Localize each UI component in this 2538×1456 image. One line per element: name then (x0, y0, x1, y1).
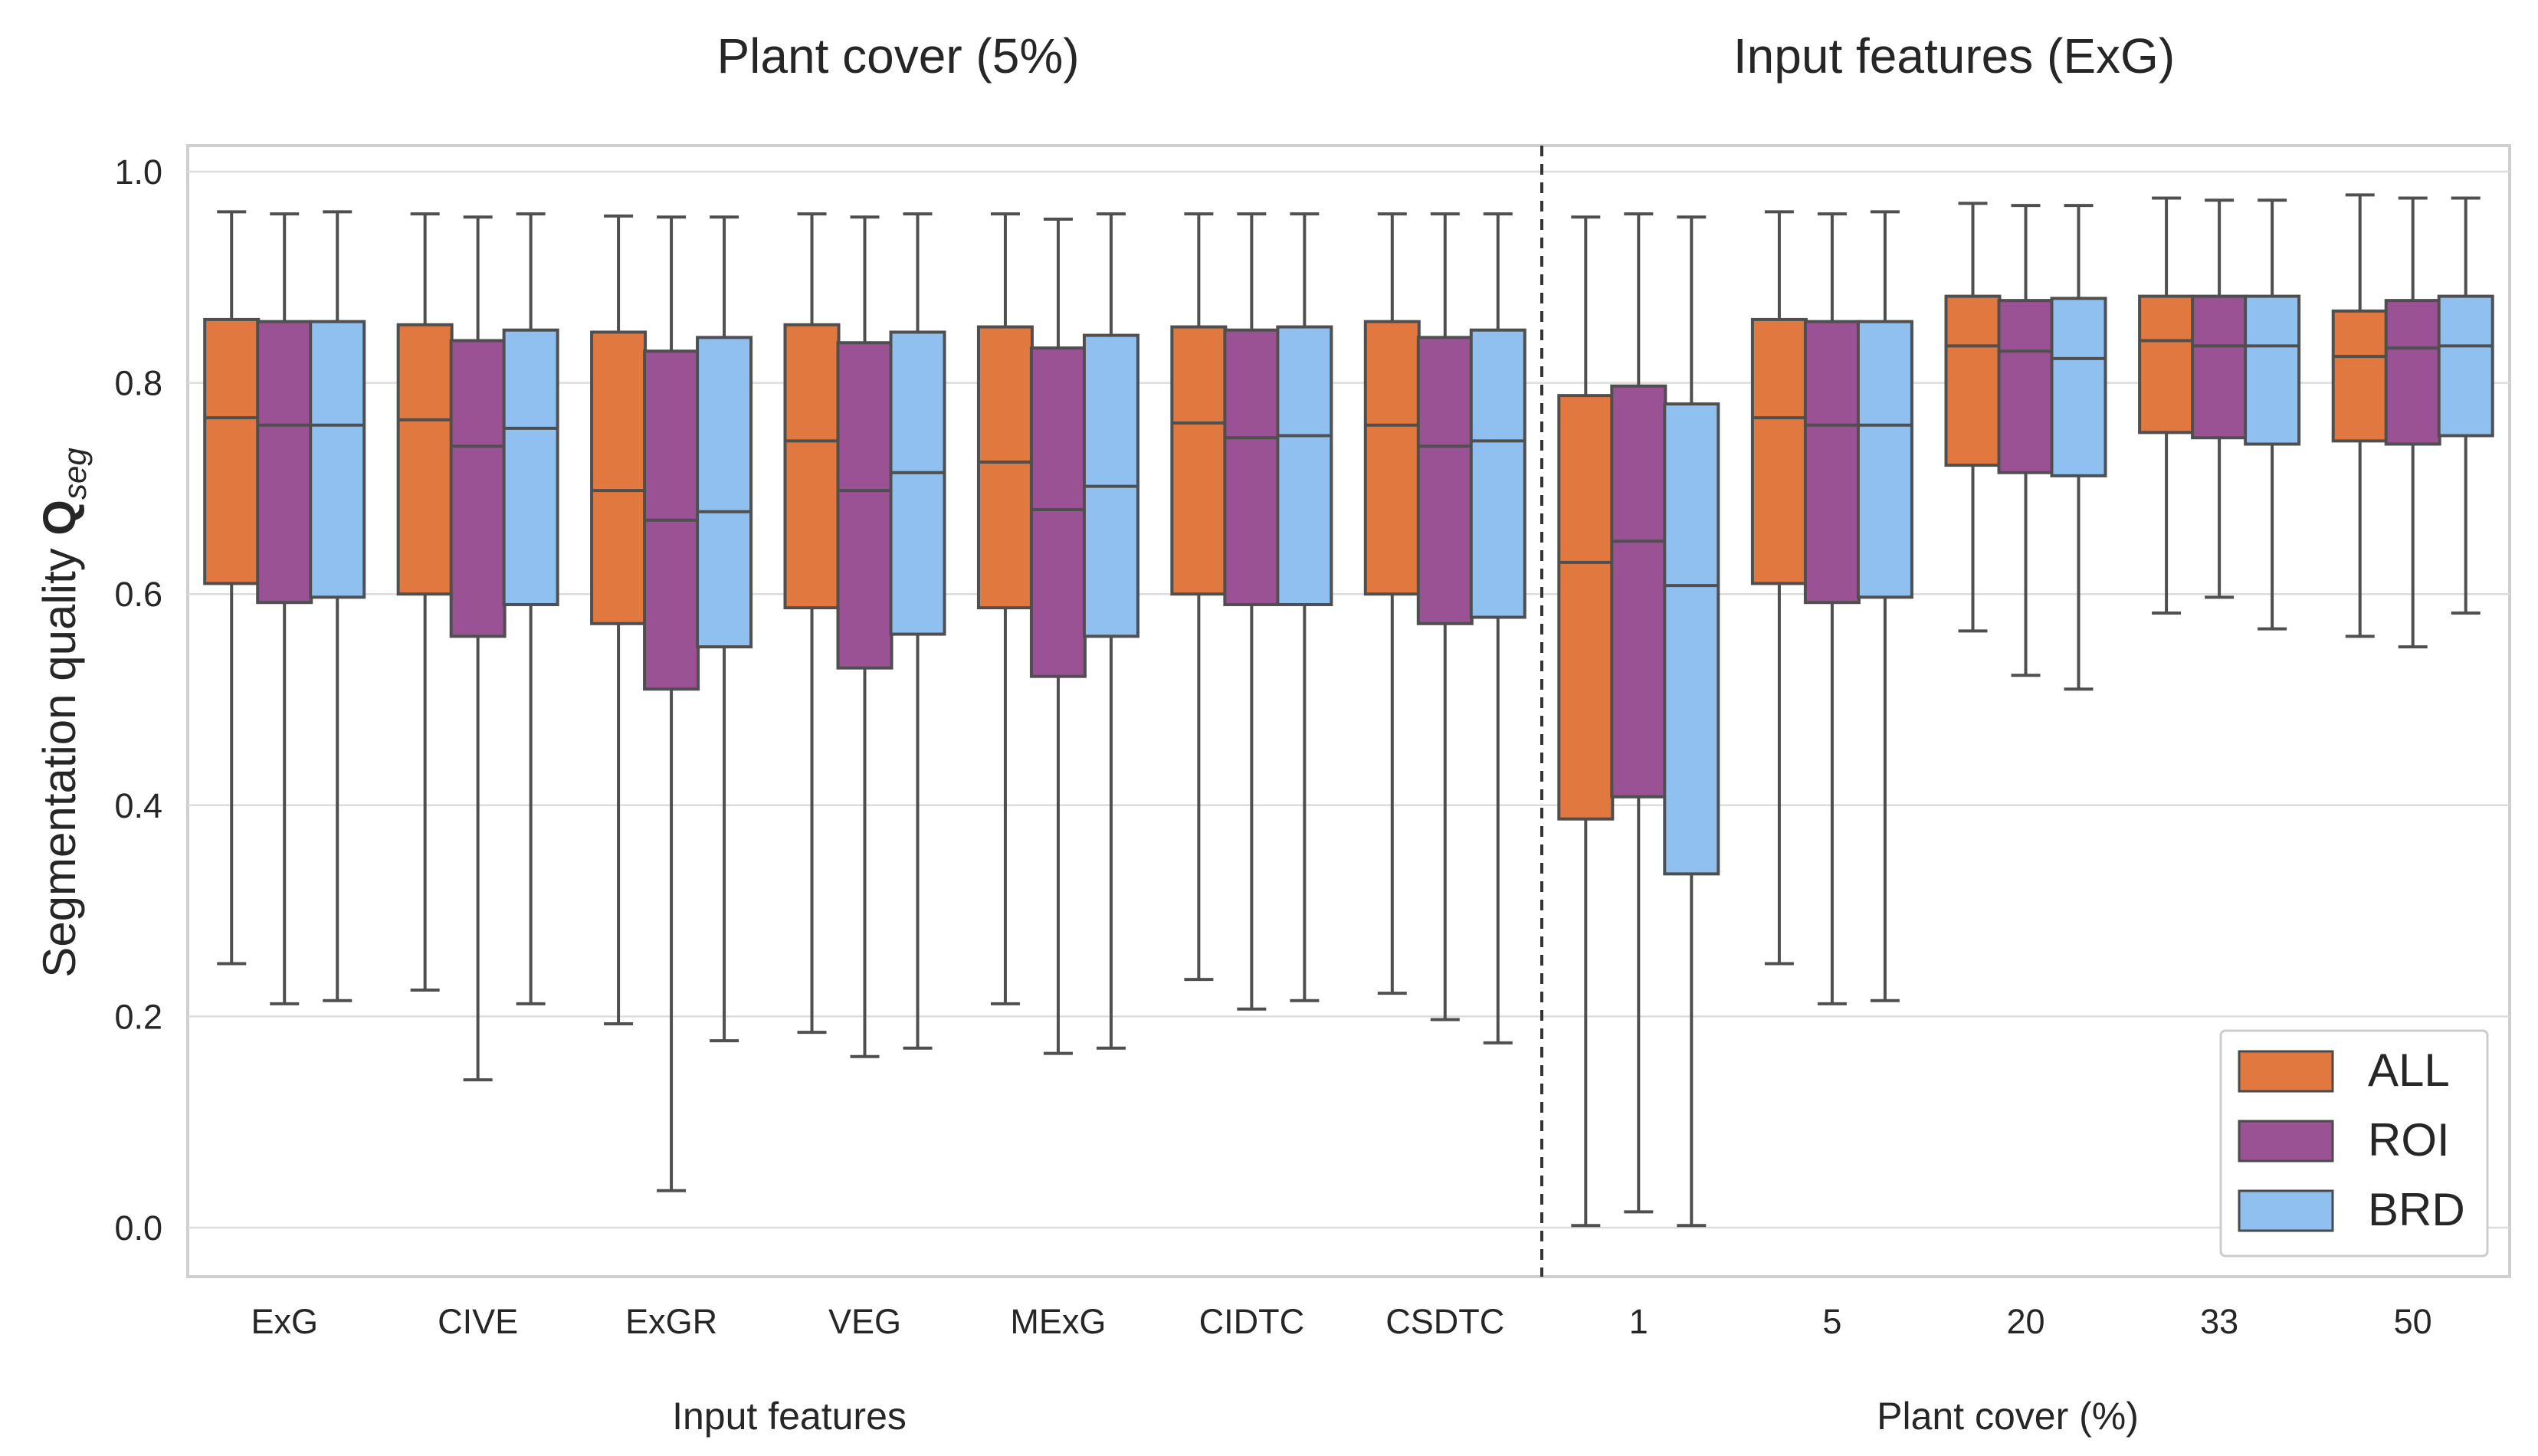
x-axis-label-left: Input features (672, 1395, 907, 1438)
box-brd (2244, 294, 2301, 446)
category-group (1170, 212, 1333, 1011)
box-brd (1469, 328, 1526, 619)
y-tick-label: 0.2 (114, 997, 162, 1036)
legend-swatch-roi (2238, 1120, 2334, 1163)
box-brd (1276, 325, 1333, 606)
category-group (396, 212, 559, 1082)
category-group (783, 212, 946, 1058)
y-axis-label-symbol: Q (34, 500, 85, 536)
plot-area (186, 144, 2511, 1278)
y-tick-label: 0.0 (114, 1208, 162, 1248)
box-roi (449, 339, 507, 638)
box-roi (836, 341, 894, 670)
legend-label-brd: BRD (2368, 1184, 2465, 1235)
box-roi (1223, 328, 1280, 606)
box-all (2138, 294, 2195, 435)
x-tick-label: 33 (2200, 1302, 2238, 1341)
box-brd (1663, 402, 1720, 876)
box-brd (502, 328, 559, 606)
box-all (783, 323, 841, 610)
x-tick-label: CIVE (438, 1302, 518, 1341)
legend-swatch-brd (2238, 1189, 2334, 1232)
legend-label-roi: ROI (2368, 1114, 2450, 1166)
y-tick-label: 0.4 (114, 786, 162, 825)
box-roi (1416, 336, 1474, 625)
category-group (976, 212, 1139, 1055)
x-axis-ticks: ExG CIVE ExGR VEG MExG CIDTC CSDTC 1 5 20 33 50 (251, 1302, 2431, 1341)
box-brd (1856, 320, 1913, 599)
category-group (590, 214, 753, 1192)
panel-title-left: Plant cover (5%) (716, 28, 1079, 84)
box-brd (889, 330, 946, 636)
y-tick-label: 0.8 (114, 364, 162, 403)
y-axis-label: Segmentation quality Qseg (34, 448, 93, 977)
box-brd (309, 320, 366, 599)
legend: ALL ROI BRD (2219, 1029, 2489, 1258)
legend-label-all: ALL (2368, 1044, 2450, 1096)
y-axis-label-text: Segmentation quality (34, 536, 85, 978)
box-brd (2050, 297, 2107, 477)
x-tick-label: 20 (2006, 1302, 2044, 1341)
box-brd (2437, 294, 2494, 438)
box-roi (1029, 346, 1087, 678)
box-all (590, 330, 648, 625)
box-all (396, 323, 454, 596)
x-tick-label: CSDTC (1385, 1302, 1504, 1341)
box-roi (2384, 299, 2441, 446)
box-roi (1610, 384, 1667, 799)
x-tick-label: VEG (828, 1302, 901, 1341)
category-group (2138, 196, 2301, 631)
legend-swatch-all (2238, 1050, 2334, 1093)
y-tick-label: 0.6 (114, 575, 162, 614)
box-groups (203, 193, 2494, 1228)
category-group (2331, 193, 2494, 649)
y-axis-label-subscript: seg (57, 448, 93, 500)
x-tick-label: CIDTC (1199, 1302, 1304, 1341)
box-all (1944, 294, 2002, 467)
x-tick-label: ExGR (625, 1302, 717, 1341)
box-all (1170, 325, 1228, 596)
box-roi (256, 320, 313, 605)
x-tick-label: 5 (1822, 1302, 1841, 1341)
x-tick-label: ExG (251, 1302, 318, 1341)
grid-lines (188, 170, 2510, 1229)
box-roi (1997, 299, 2054, 474)
category-group (1944, 202, 2107, 691)
box-all (976, 325, 1034, 610)
category-group (203, 210, 366, 1005)
y-tick-label: 1.0 (114, 152, 162, 192)
x-axis-label-right: Plant cover (%) (1877, 1395, 2139, 1438)
category-group (1750, 210, 1913, 1005)
box-all (1363, 320, 1421, 596)
x-tick-label: 1 (1629, 1302, 1648, 1341)
box-brd (696, 336, 753, 649)
box-all (2331, 309, 2389, 443)
box-all (203, 317, 261, 585)
panel-title-right: Input features (ExG) (1733, 28, 2175, 84)
y-axis-ticks: 0.0 0.2 0.4 0.6 0.8 1.0 (114, 152, 162, 1248)
category-group (1363, 212, 1526, 1044)
box-all (1557, 394, 1615, 821)
box-roi (1803, 320, 1861, 605)
box-roi (2191, 294, 2248, 440)
box-all (1750, 317, 1808, 585)
x-tick-label: 50 (2394, 1302, 2432, 1341)
x-tick-label: MExG (1010, 1302, 1106, 1341)
category-group (1557, 212, 1720, 1228)
